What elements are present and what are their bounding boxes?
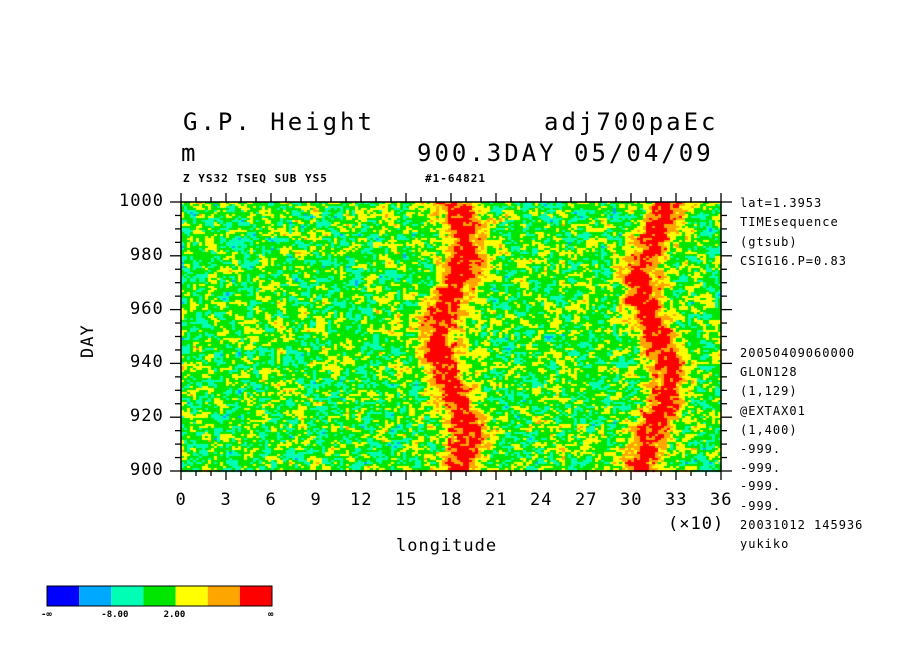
colorbar-swatch — [207, 586, 240, 606]
x-axis-label: longitude — [396, 536, 498, 556]
y-tick-label: 980 — [130, 244, 164, 265]
side-info-line: -999. — [740, 442, 782, 456]
y-tick-label: 960 — [130, 298, 164, 319]
x-tick-label: 33 — [665, 490, 688, 510]
y-tick-label: 940 — [130, 352, 164, 373]
side-info-line: -999. — [740, 461, 782, 475]
colorbar-label: -8.00 — [101, 610, 129, 620]
time-info: 900.3DAY 05/04/09 — [417, 139, 714, 167]
x-tick-label: 6 — [265, 490, 277, 510]
side-info-line: @EXTAX01 — [740, 404, 806, 418]
x-tick-label: 18 — [440, 490, 463, 510]
side-info-line: 20050409060000 — [740, 346, 856, 360]
side-info-line: -999. — [740, 499, 782, 513]
x-tick-label: 27 — [575, 490, 598, 510]
experiment-name: adj700paEc — [544, 108, 719, 136]
x-tick-label: 24 — [530, 490, 553, 510]
side-info-line: TIMEsequence — [740, 215, 839, 229]
colorbar-swatch — [143, 586, 176, 606]
side-info-line: (1,129) — [740, 384, 798, 398]
y-tick-label: 1000 — [119, 191, 164, 211]
subtitle-range: #1-64821 — [425, 172, 486, 185]
x-tick-label: 15 — [395, 490, 418, 510]
y-tick-label: 900 — [130, 460, 164, 480]
x-multiplier: (×10) — [668, 514, 725, 534]
side-info-line: 20031012 145936 — [740, 518, 864, 532]
colorbar-swatch — [239, 586, 272, 606]
side-info-line: GLON128 — [740, 365, 798, 379]
colorbar-swatch — [111, 586, 144, 606]
colorbar-label: 2.00 — [163, 610, 186, 620]
side-info-line: lat=1.3953 — [740, 196, 823, 210]
colorbar-swatch — [79, 586, 112, 606]
side-info-line: (gtsub) — [740, 235, 798, 249]
subtitle-variable: Z YS32 TSEQ SUB YS5 — [183, 172, 328, 185]
x-tick-label: 0 — [175, 490, 187, 510]
chart-title: G.P. Height — [183, 108, 375, 136]
colorbar-label: ∞ — [268, 610, 274, 620]
y-tick-label: 920 — [130, 406, 164, 427]
colorbar-label: -∞ — [41, 610, 52, 620]
colorbar-swatch — [175, 586, 208, 606]
side-info-line: -999. — [740, 479, 782, 493]
units-label: m — [181, 139, 199, 167]
x-tick-label: 3 — [220, 490, 232, 510]
colorbar-frame — [46, 585, 273, 607]
plot-frame — [180, 201, 722, 472]
x-tick-label: 12 — [350, 490, 373, 510]
side-info-line: yukiko — [740, 537, 790, 551]
side-info-line: (1,400) — [740, 423, 798, 437]
x-tick-label: 30 — [620, 490, 643, 510]
colorbar-swatch — [47, 586, 80, 606]
x-tick-label: 36 — [710, 490, 733, 510]
side-info-line: CSIG16.P=0.83 — [740, 254, 847, 268]
x-tick-label: 9 — [310, 490, 322, 510]
y-axis-label: DAY — [78, 324, 98, 358]
x-tick-label: 21 — [485, 490, 508, 510]
